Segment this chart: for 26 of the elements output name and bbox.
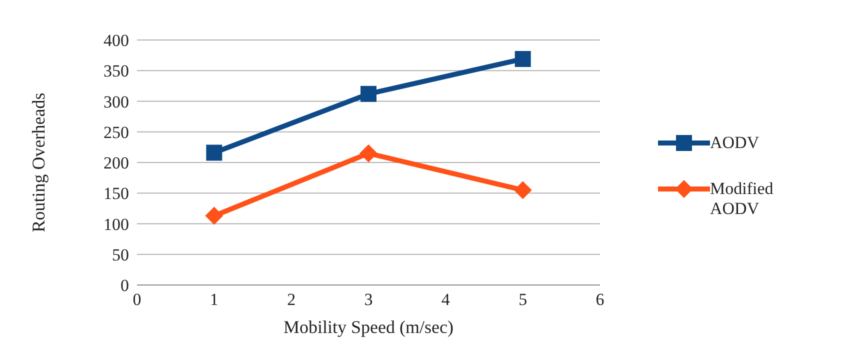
- x-axis-title: Mobility Speed (m/sec): [284, 317, 454, 337]
- legend-label: AODV: [710, 133, 760, 153]
- y-tick-label: 300: [104, 92, 129, 112]
- point: [514, 181, 532, 200]
- legend-label: Modified AODV: [710, 179, 774, 219]
- point: [514, 50, 531, 67]
- x-tick-label: 6: [596, 290, 604, 310]
- y-tick-label: 350: [104, 62, 129, 81]
- y-tick-label: 250: [104, 122, 129, 142]
- point: [205, 206, 224, 225]
- x-tick-label: 0: [132, 290, 142, 310]
- point: [360, 86, 376, 102]
- point: [206, 144, 222, 161]
- x-tick-label: 5: [518, 290, 528, 310]
- x-tick-label: 4: [441, 290, 450, 310]
- y-tick-label: 100: [104, 214, 129, 234]
- point: [360, 144, 378, 162]
- y-tick-label: 400: [104, 31, 129, 50]
- y-axis-title: Routing Overheads: [28, 92, 48, 232]
- y-tick-label: 150: [104, 184, 129, 204]
- y-tick-label: 0: [120, 276, 129, 296]
- x-tick-label: 1: [210, 290, 218, 310]
- x-tick-label: 3: [364, 290, 373, 310]
- y-tick-label: 200: [104, 154, 129, 173]
- x-tick-label: 2: [287, 290, 296, 310]
- y-tick-label: 50: [112, 245, 129, 264]
